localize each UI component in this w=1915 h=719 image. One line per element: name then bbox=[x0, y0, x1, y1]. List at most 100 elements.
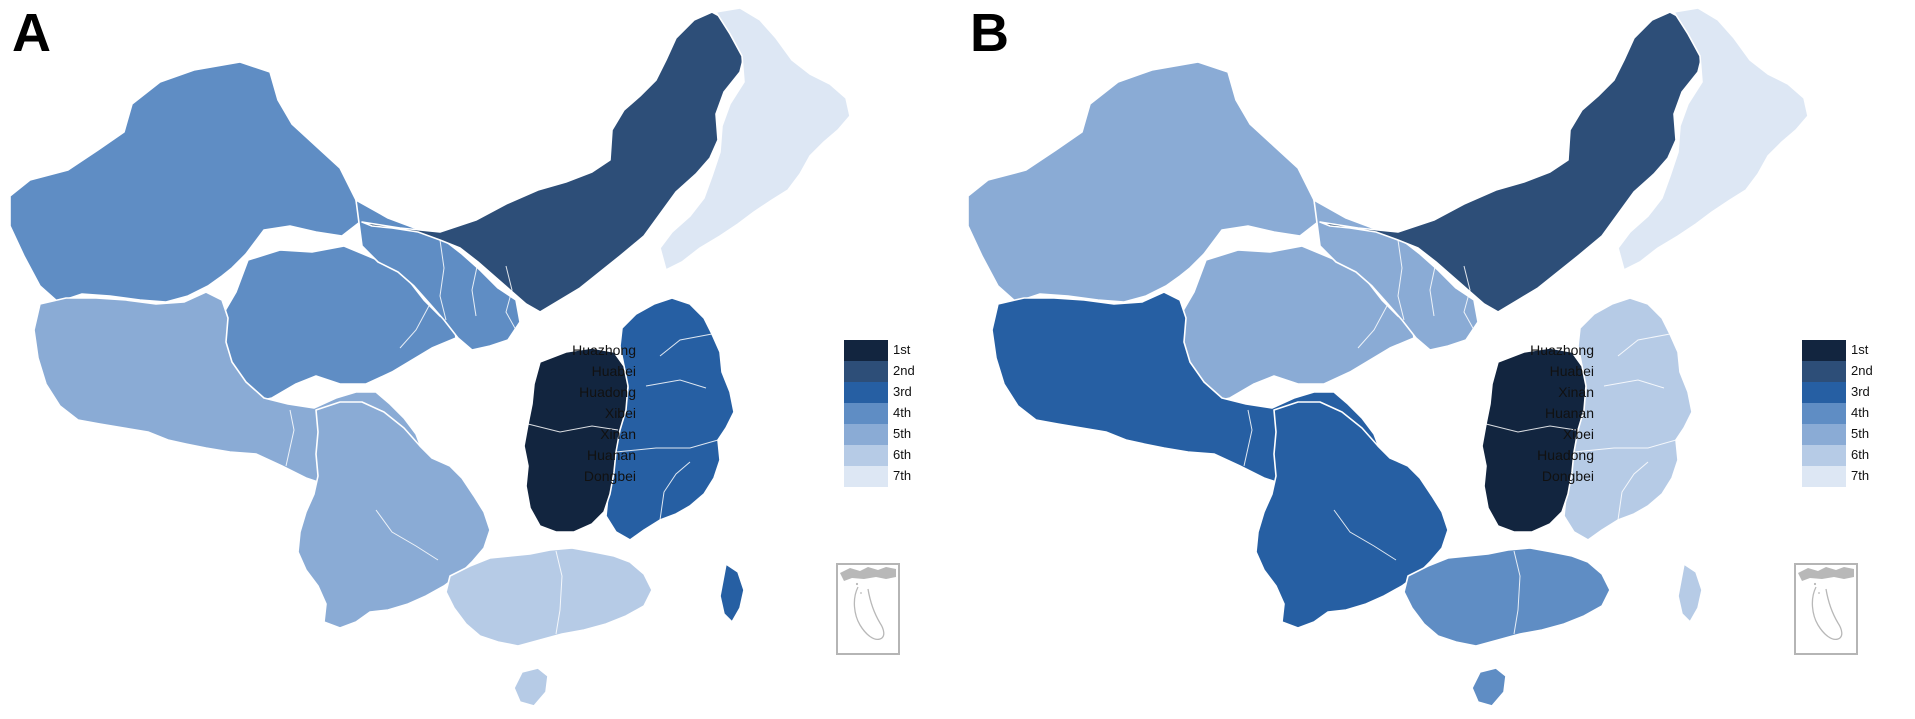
region-xinan bbox=[33, 291, 491, 629]
province-boundary bbox=[595, 271, 605, 325]
legend-swatch bbox=[1802, 361, 1846, 382]
province-boundary bbox=[1553, 271, 1563, 325]
region-huabei bbox=[1319, 11, 1705, 313]
legend-rank: 1st bbox=[1851, 342, 1869, 357]
region-dongbei-part bbox=[659, 7, 851, 271]
province-boundary bbox=[1513, 550, 1521, 635]
province-boundary bbox=[1603, 379, 1665, 389]
china-region-map bbox=[9, 7, 851, 707]
region-huazhong bbox=[523, 347, 629, 533]
china-region-map bbox=[967, 7, 1809, 707]
legend-rank: 4th bbox=[1851, 405, 1870, 420]
region-huanan bbox=[445, 547, 653, 707]
province-boundary bbox=[527, 423, 619, 433]
region-xibei-part bbox=[9, 61, 361, 303]
region-huabei bbox=[361, 11, 747, 313]
legend-rank: 2nd bbox=[893, 363, 915, 378]
legend-rank: 7th bbox=[893, 468, 912, 483]
legend-region-name: Huanan bbox=[1544, 405, 1594, 421]
province-boundary bbox=[1429, 261, 1437, 317]
region-huazhong-part bbox=[523, 347, 629, 533]
legend-swatch bbox=[844, 403, 888, 424]
legend-region-name: Xibei bbox=[1562, 426, 1594, 442]
legend-region-name: Huazhong bbox=[572, 342, 636, 358]
legend-swatch bbox=[1802, 403, 1846, 424]
region-huazhong-part bbox=[1481, 347, 1587, 533]
inset-map-icon bbox=[840, 567, 896, 641]
legend-swatch bbox=[1802, 445, 1846, 466]
inset-map-icon bbox=[1798, 567, 1854, 641]
region-huanan-part bbox=[445, 547, 653, 647]
legend-rank: 7th bbox=[1851, 468, 1870, 483]
legend-region-name: Huadong bbox=[1537, 447, 1594, 463]
province-boundary bbox=[1617, 333, 1671, 357]
province-boundary bbox=[1617, 461, 1649, 521]
region-huanan-part bbox=[1403, 547, 1611, 647]
region-xibei bbox=[967, 61, 1479, 403]
legend-swatch bbox=[1802, 340, 1846, 361]
legend-region-name: Xinan bbox=[600, 426, 636, 442]
panel-letter: B bbox=[970, 3, 1009, 63]
province-boundary bbox=[375, 509, 439, 561]
province-boundary bbox=[621, 243, 637, 287]
province-boundary bbox=[1333, 509, 1397, 561]
region-huanan-part bbox=[1471, 667, 1507, 707]
province-boundary bbox=[555, 550, 563, 635]
legend-rank: 6th bbox=[893, 447, 912, 462]
province-boundary bbox=[399, 303, 431, 349]
province-boundary bbox=[615, 439, 719, 453]
region-xibei-part bbox=[967, 61, 1319, 303]
province-boundary bbox=[471, 261, 479, 317]
legend-swatch bbox=[1802, 424, 1846, 445]
legend-rank: 3rd bbox=[893, 384, 912, 399]
legend-rank: 5th bbox=[893, 426, 912, 441]
legend-rank: 5th bbox=[1851, 426, 1870, 441]
province-boundary bbox=[645, 379, 707, 389]
region-huazhong bbox=[1481, 347, 1587, 533]
south-china-sea-inset bbox=[1794, 563, 1858, 655]
province-boundary bbox=[439, 239, 447, 321]
province-boundary bbox=[1573, 439, 1677, 453]
legend-region-name: Huazhong bbox=[1530, 342, 1594, 358]
legend-region-name: Huanan bbox=[586, 447, 636, 463]
legend-swatch bbox=[844, 361, 888, 382]
province-boundary bbox=[1243, 409, 1253, 467]
region-huanan-part bbox=[513, 667, 549, 707]
region-xinan bbox=[991, 291, 1449, 629]
south-china-sea-inset bbox=[836, 563, 900, 655]
legend-rank: 1st bbox=[893, 342, 911, 357]
region-xibei bbox=[9, 61, 521, 403]
province-boundary bbox=[1579, 243, 1595, 287]
legend-region-name: Dongbei bbox=[583, 468, 636, 484]
province-boundary bbox=[659, 461, 691, 521]
legend-swatch bbox=[844, 424, 888, 445]
panel-b: B Huazhong 1st Huabei 2nd Xinan 3rd Huanan 4th X… bbox=[958, 0, 1915, 719]
region-huabei-part bbox=[361, 11, 747, 313]
legend-region-name: Dongbei bbox=[1541, 468, 1594, 484]
legend-swatch bbox=[844, 466, 888, 487]
legend-region-name: Huabei bbox=[591, 363, 636, 379]
province-boundary bbox=[1357, 303, 1389, 349]
panel-a: A Huazhong 1st Huabei 2nd Huadong 3rd Xibei 4th… bbox=[0, 0, 957, 719]
region-huabei-part bbox=[1319, 11, 1705, 313]
region-dongbei bbox=[659, 7, 851, 271]
province-boundary bbox=[1397, 239, 1405, 321]
legend-region-name: Huabei bbox=[1549, 363, 1594, 379]
region-huadong-part bbox=[719, 563, 745, 623]
region-dongbei-part bbox=[1617, 7, 1809, 271]
region-huadong bbox=[1563, 297, 1703, 623]
legend-swatch bbox=[844, 340, 888, 361]
province-boundary bbox=[285, 409, 295, 467]
legend-rank: 3rd bbox=[1851, 384, 1870, 399]
region-dongbei bbox=[1617, 7, 1809, 271]
province-boundary bbox=[505, 265, 517, 331]
legend-rank: 4th bbox=[893, 405, 912, 420]
region-huanan bbox=[1403, 547, 1611, 707]
legend-rank: 2nd bbox=[1851, 363, 1873, 378]
province-boundary bbox=[1463, 265, 1475, 331]
legend-swatch bbox=[844, 445, 888, 466]
legend-region-name: Xibei bbox=[604, 405, 636, 421]
region-xinan-part bbox=[297, 401, 491, 629]
region-xinan-part bbox=[1255, 401, 1449, 629]
region-huadong-part bbox=[1677, 563, 1703, 623]
